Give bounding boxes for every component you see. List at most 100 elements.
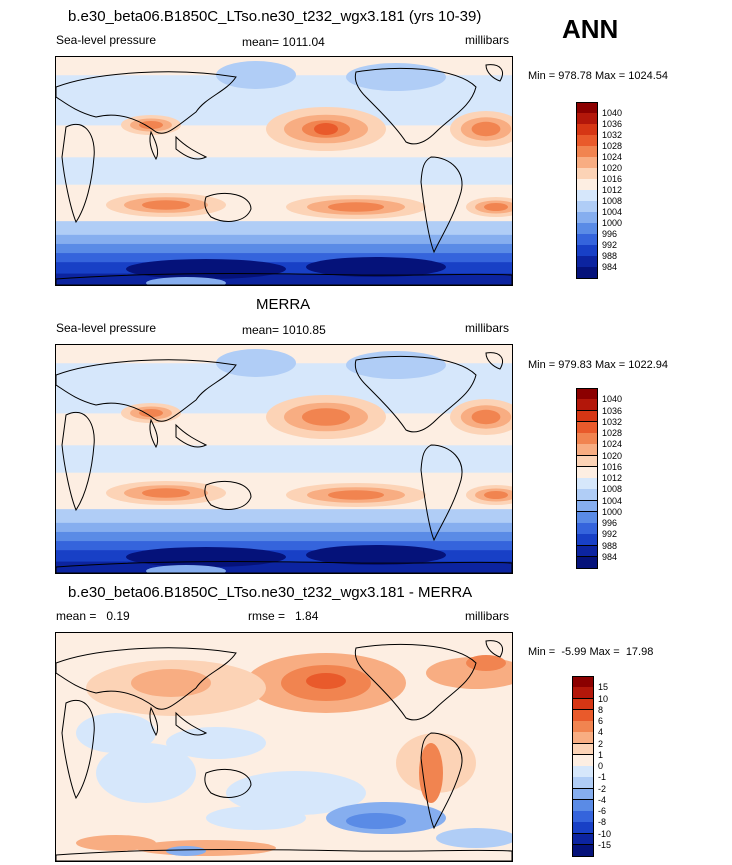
colorbar-cell (572, 687, 594, 699)
colorbar-cell (576, 478, 598, 490)
colorbar-cell (572, 777, 594, 789)
colorbar-tick-label: 984 (602, 551, 618, 562)
colorbar-cell (572, 743, 594, 756)
colorbar-tick-label: 984 (602, 262, 618, 272)
colorbar-cell (572, 788, 594, 801)
colorbar-tick-label: -4 (598, 794, 607, 805)
panel-3-minmax: Min = -5.99 Max = 17.98 (528, 646, 654, 658)
colorbar-tick-label: -1 (598, 772, 607, 783)
colorbar-tick-label: 4 (598, 727, 604, 738)
colorbar-tick-label: 1008 (602, 196, 623, 206)
panel-1-map (55, 56, 513, 286)
colorbar-tick-label: -8 (598, 817, 607, 828)
colorbar-cell (576, 234, 598, 246)
colorbar-tick-label: 1036 (602, 405, 623, 416)
colorbar-cell (576, 168, 598, 180)
colorbar-tick-label: 996 (602, 229, 618, 239)
colorbar-cell (576, 124, 598, 136)
panel-1-variable: Sea-level pressure (56, 33, 157, 47)
colorbar-cell (576, 556, 598, 569)
panel-2-variable: Sea-level pressure (56, 321, 157, 335)
colorbar-cell (572, 754, 594, 767)
colorbar-cell (576, 388, 598, 400)
colorbar-tick-label: 1032 (602, 416, 623, 427)
colorbar-cell (572, 698, 594, 711)
colorbar-tick-label: 992 (602, 529, 618, 540)
colorbar-cell (576, 179, 598, 191)
colorbar-tick-label: 1004 (602, 495, 623, 506)
colorbar-tick-label: -15 (598, 839, 612, 850)
colorbar-tick-label: -2 (598, 783, 607, 794)
colorbar-tick-label: 1024 (602, 152, 623, 162)
panel-1-title: b.e30_beta06.B1850C_LTso.ne30_t232_wgx3.… (68, 8, 482, 25)
colorbar-cell (576, 444, 598, 456)
colorbar-cell (576, 410, 598, 423)
colorbar-tick-label: 0 (598, 761, 604, 771)
panel-1-colorbar: 1040 1036 1032 1028 1024 1020 1016 1012 1008 1004… (576, 102, 636, 279)
colorbar-tick-label: 1040 (602, 108, 623, 118)
panel-3-map (55, 632, 513, 862)
colorbar-tick-label: 10 (598, 693, 609, 704)
colorbar-cell (576, 267, 598, 279)
season-label: ANN (562, 14, 619, 44)
colorbar-cell (576, 455, 598, 468)
colorbar-cell (572, 799, 594, 812)
colorbar-tick-label: 1016 (602, 461, 623, 472)
panel-2-colorbar: 1040 1036 1032 1028 1024 1020 1016 1012 1008 1004… (576, 388, 636, 569)
panel-2-minmax: Min = 979.83 Max = 1022.94 (528, 359, 669, 371)
colorbar-cell (572, 822, 594, 834)
colorbar-tick-label: 1 (598, 749, 604, 760)
colorbar-tick-label: 1008 (602, 484, 623, 495)
colorbar-cell (576, 201, 598, 213)
colorbar-tick-label: 1040 (602, 394, 623, 405)
colorbar-cell (572, 709, 594, 722)
colorbar-cell (572, 833, 594, 846)
colorbar-tick-label: 1020 (602, 163, 623, 173)
colorbar-cell (576, 223, 598, 235)
panel-3-title: b.e30_beta06.B1850C_LTso.ne30_t232_wgx3.… (68, 584, 473, 601)
colorbar-cell (576, 433, 598, 445)
colorbar-cell (576, 523, 598, 535)
colorbar-tick-label: 996 (602, 518, 618, 528)
panel-2-title: MERRA (256, 296, 311, 313)
colorbar-tick-label: 988 (602, 540, 618, 551)
colorbar-cell (572, 676, 594, 688)
colorbar-cell (576, 146, 598, 158)
colorbar-tick-label: 1024 (602, 439, 623, 450)
colorbar-tick-label: 8 (598, 704, 604, 715)
colorbar-tick-label: 988 (602, 251, 618, 261)
panel-3-colorbar: 15 10 8 6 4 2 1 0 -1 -2 -4 -6 -8 -10 -15 (572, 676, 632, 857)
colorbar-tick-label: 2 (598, 738, 604, 749)
colorbar-cell (576, 245, 598, 257)
colorbar-tick-label: 1000 (602, 506, 623, 517)
panel-2-mean: mean= 1010.85 (242, 323, 326, 337)
colorbar-cell (576, 500, 598, 513)
colorbar-cell (576, 466, 598, 479)
colorbar-tick-label: 15 (598, 682, 609, 693)
colorbar-tick-label: 1032 (602, 130, 623, 140)
colorbar-cell (576, 511, 598, 524)
colorbar-tick-label: 1028 (602, 141, 623, 151)
panel-3-units: millibars (465, 609, 510, 623)
panel-1-minmax: Min = 978.78 Max = 1024.54 (528, 70, 669, 82)
colorbar-tick-label: 1000 (602, 218, 623, 228)
colorbar-cell (576, 534, 598, 546)
colorbar-cell (572, 721, 594, 733)
colorbar-cell (576, 489, 598, 501)
panel-3-rmse: rmse = 1.84 (248, 609, 319, 623)
colorbar-cell (572, 732, 594, 744)
colorbar-cell (576, 113, 598, 125)
colorbar-cell (576, 212, 598, 224)
colorbar-cell (572, 844, 594, 857)
colorbar-cell (576, 190, 598, 202)
colorbar-cell (576, 157, 598, 169)
colorbar-tick-label: 1028 (602, 428, 623, 438)
colorbar-cell (576, 256, 598, 268)
panel-2-map (55, 344, 513, 574)
colorbar-tick-label: 1012 (602, 185, 623, 195)
panel-1-mean: mean= 1011.04 (242, 35, 325, 49)
colorbar-tick-label: 1004 (602, 207, 623, 217)
colorbar-cell (576, 135, 598, 147)
panel-3-mean: mean = 0.19 (56, 609, 130, 623)
colorbar-tick-label: 1016 (602, 174, 623, 184)
